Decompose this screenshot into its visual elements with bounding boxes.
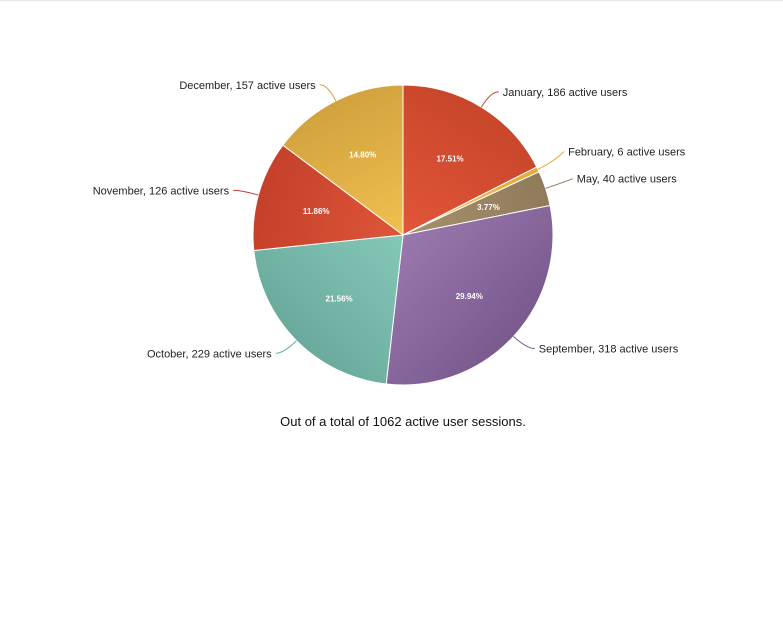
slice-label-february: February, 6 active users bbox=[568, 147, 686, 159]
pie-slice-january[interactable] bbox=[402, 84, 538, 236]
slice-labels: January, 186 active users February, 6 act… bbox=[93, 80, 686, 360]
percent-label-november: 11.86% bbox=[303, 207, 330, 216]
percent-label-october: 21.56% bbox=[326, 294, 353, 303]
slice-label-january: January, 186 active users bbox=[503, 87, 628, 99]
leader-line-october bbox=[275, 340, 297, 354]
percent-label-september: 29.94% bbox=[456, 292, 483, 301]
slice-label-november: November, 126 active users bbox=[93, 185, 230, 197]
percent-label-may: 3.77% bbox=[477, 203, 500, 212]
percent-labels: 17.51% 3.77% 29.94% 21.56% 11.86% 14.80% bbox=[303, 151, 500, 304]
leader-line-september bbox=[513, 336, 535, 350]
top-divider bbox=[0, 0, 783, 1]
percent-label-december: 14.80% bbox=[349, 151, 376, 160]
leader-line-december bbox=[319, 84, 337, 102]
leader-line-may bbox=[545, 178, 573, 189]
pie-chart: 17.51% 3.77% 29.94% 21.56% 11.86% 14.80% Janu… bbox=[93, 80, 686, 386]
pie-slice-october[interactable] bbox=[253, 234, 404, 385]
pie-slice-november[interactable] bbox=[252, 144, 405, 252]
percent-label-january: 17.51% bbox=[437, 154, 464, 163]
leader-line-january bbox=[480, 91, 499, 108]
leader-lines bbox=[233, 84, 573, 354]
chart-caption: Out of a total of 1062 active user sessi… bbox=[280, 414, 526, 429]
leader-line-november bbox=[233, 189, 259, 196]
slice-label-october: October, 229 active users bbox=[147, 348, 272, 360]
slice-label-december: December, 157 active users bbox=[179, 80, 316, 92]
slice-label-september: September, 318 active users bbox=[539, 344, 679, 356]
pie-slices bbox=[252, 84, 554, 386]
leader-line-february bbox=[537, 151, 565, 170]
slice-label-may: May, 40 active users bbox=[577, 174, 678, 186]
